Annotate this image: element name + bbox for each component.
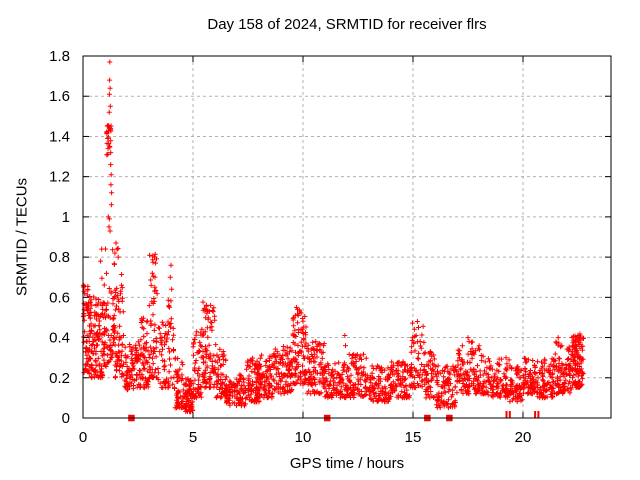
chart-title: Day 158 of 2024, SRMTID for receiver flr… xyxy=(207,16,487,33)
y-tick-label: 0.4 xyxy=(49,330,70,347)
x-tick-label: 15 xyxy=(405,429,422,446)
y-tick-label: 1.6 xyxy=(49,88,70,105)
y-tick-label: 1.8 xyxy=(49,48,70,65)
y-tick-label: 0.2 xyxy=(49,370,70,387)
x-tick-label: 20 xyxy=(515,429,532,446)
x-tick-label: 0 xyxy=(79,429,87,446)
scatter-points xyxy=(80,59,586,415)
y-tick-label: 0.8 xyxy=(49,249,70,266)
y-tick-label: 0 xyxy=(62,410,70,427)
x-axis-label: GPS time / hours xyxy=(289,455,405,472)
y-tick-label: 1 xyxy=(62,209,70,226)
x-tick-label: 10 xyxy=(295,429,312,446)
plot-border xyxy=(82,55,612,419)
y-tick-label: 1.4 xyxy=(49,128,70,145)
y-tick-label: 0.6 xyxy=(49,289,70,306)
y-tick-label: 1.2 xyxy=(49,169,70,186)
x-tick-label: 5 xyxy=(189,429,197,446)
